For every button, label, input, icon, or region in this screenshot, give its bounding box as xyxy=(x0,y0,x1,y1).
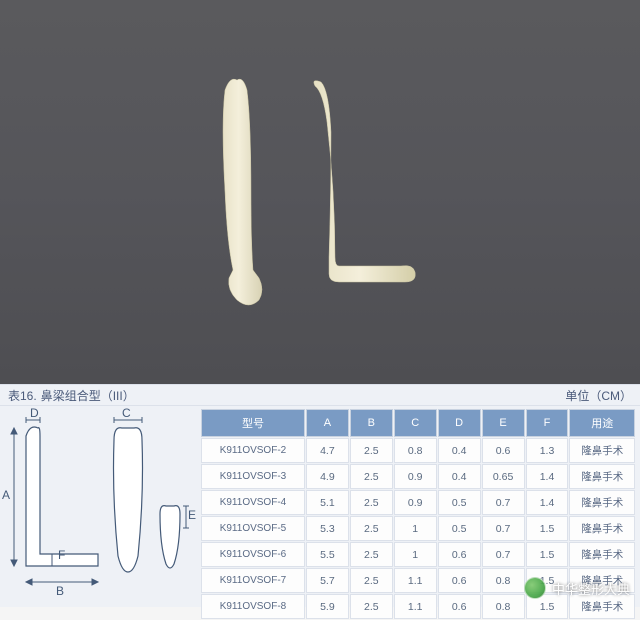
cell-use: 隆鼻手术 xyxy=(569,438,635,463)
col-model: 型号 xyxy=(201,409,305,437)
product-photo xyxy=(0,0,640,384)
table-header-row: 型号 A B C D E F 用途 xyxy=(201,409,635,437)
cell-dim: 0.9 xyxy=(394,490,437,515)
cell-dim: 0.7 xyxy=(482,516,525,541)
table-row: K911OVSOF-45.12.50.90.50.71.4隆鼻手术 xyxy=(201,490,635,515)
col-b: B xyxy=(350,409,393,437)
dim-label-d: D xyxy=(30,406,39,420)
cell-dim: 2.5 xyxy=(350,464,393,489)
dim-label-a: A xyxy=(2,488,10,502)
cell-dim: 0.4 xyxy=(438,464,481,489)
cell-dim: 0.6 xyxy=(438,568,481,593)
dim-label-b: B xyxy=(56,584,64,598)
table-row: K911OVSOF-55.32.510.50.71.5隆鼻手术 xyxy=(201,516,635,541)
table-caption: 表16. 鼻梁组合型（III） 单位（CM） xyxy=(0,384,640,406)
cell-dim: 0.6 xyxy=(438,542,481,567)
cell-dim: 1.4 xyxy=(526,464,569,489)
cell-dim: 2.5 xyxy=(350,438,393,463)
caption-unit: 单位（CM） xyxy=(565,387,632,404)
cell-dim: 1.4 xyxy=(526,490,569,515)
cell-dim: 1 xyxy=(394,542,437,567)
dim-label-f: F xyxy=(58,548,65,562)
implant-side-view xyxy=(305,72,425,312)
cell-dim: 0.65 xyxy=(482,464,525,489)
cell-dim: 0.5 xyxy=(438,516,481,541)
watermark: 中华整形大典 xyxy=(524,577,630,599)
col-f: F xyxy=(526,409,569,437)
caption-title: 鼻梁组合型（III） xyxy=(41,387,135,404)
table-row: K911OVSOF-34.92.50.90.40.651.4隆鼻手术 xyxy=(201,464,635,489)
cell-model: K911OVSOF-4 xyxy=(201,490,305,515)
cell-dim: 4.9 xyxy=(306,464,349,489)
cell-dim: 1.5 xyxy=(526,542,569,567)
dim-label-e: E xyxy=(188,508,196,522)
cell-dim: 0.6 xyxy=(482,438,525,463)
implant-front-view xyxy=(215,72,275,312)
cell-dim: 2.5 xyxy=(350,516,393,541)
dimension-diagram: D A B F C E xyxy=(0,406,200,607)
cell-dim: 0.7 xyxy=(482,542,525,567)
cell-dim: 2.5 xyxy=(350,542,393,567)
dim-label-c: C xyxy=(122,406,131,420)
table-row: K911OVSOF-65.52.510.60.71.5隆鼻手术 xyxy=(201,542,635,567)
cell-use: 隆鼻手术 xyxy=(569,464,635,489)
table-row: K911OVSOF-24.72.50.80.40.61.3隆鼻手术 xyxy=(201,438,635,463)
cell-dim: 4.7 xyxy=(306,438,349,463)
cell-use: 隆鼻手术 xyxy=(569,542,635,567)
cell-dim: 5.3 xyxy=(306,516,349,541)
cell-dim: 5.7 xyxy=(306,568,349,593)
cell-dim: 0.5 xyxy=(438,490,481,515)
cell-dim: 5.5 xyxy=(306,542,349,567)
cell-dim: 0.4 xyxy=(438,438,481,463)
cell-dim: 0.7 xyxy=(482,490,525,515)
col-c: C xyxy=(394,409,437,437)
cell-dim: 1.5 xyxy=(526,516,569,541)
col-d: D xyxy=(438,409,481,437)
cell-dim: 0.9 xyxy=(394,464,437,489)
cell-use: 隆鼻手术 xyxy=(569,516,635,541)
cell-model: K911OVSOF-5 xyxy=(201,516,305,541)
cell-dim: 1.3 xyxy=(526,438,569,463)
cell-dim: 0.8 xyxy=(394,438,437,463)
cell-dim: 2.5 xyxy=(350,490,393,515)
cell-model: K911OVSOF-3 xyxy=(201,464,305,489)
cell-dim: 2.5 xyxy=(350,568,393,593)
cell-dim: 0.8 xyxy=(482,568,525,593)
cell-model: K911OVSOF-6 xyxy=(201,542,305,567)
cell-dim: 5.1 xyxy=(306,490,349,515)
watermark-logo-icon xyxy=(524,577,546,599)
cell-use: 隆鼻手术 xyxy=(569,490,635,515)
col-e: E xyxy=(482,409,525,437)
col-a: A xyxy=(306,409,349,437)
cell-dim: 1 xyxy=(394,516,437,541)
col-use: 用途 xyxy=(569,409,635,437)
watermark-text: 中华整形大典 xyxy=(552,579,630,598)
cell-model: K911OVSOF-2 xyxy=(201,438,305,463)
caption-prefix: 表16. xyxy=(8,387,37,404)
cell-dim: 1.1 xyxy=(394,568,437,593)
cell-model: K911OVSOF-7 xyxy=(201,568,305,593)
